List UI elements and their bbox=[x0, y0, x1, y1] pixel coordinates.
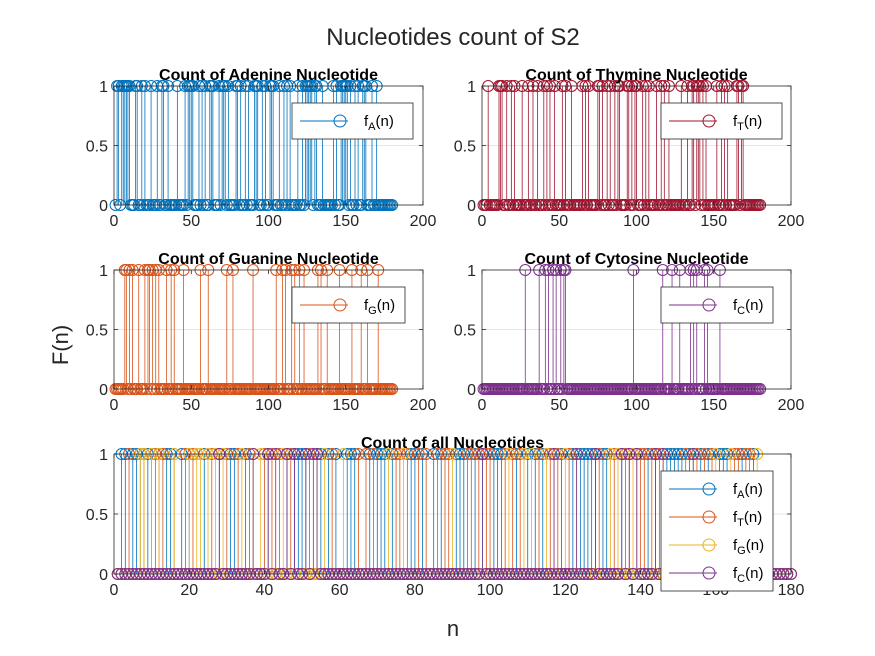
axes-thymine: 0 50 100 150 200 0 0.5 1 Count of Thymine Nucleo… bbox=[454, 67, 805, 230]
legend-item: fG(n) bbox=[300, 297, 395, 317]
x-tick-label: 150 bbox=[332, 397, 359, 414]
legend-marker bbox=[702, 538, 716, 552]
y-tick-label: 1 bbox=[99, 79, 108, 96]
x-tick-label: 50 bbox=[182, 397, 200, 414]
x-tick-label: 200 bbox=[410, 213, 437, 230]
figure-title: Nucleotides count of S2 bbox=[326, 24, 580, 51]
legend-label: fG(n) bbox=[364, 297, 395, 317]
legend-item: fC(n) bbox=[669, 297, 763, 317]
y-tick-label: 0 bbox=[467, 198, 476, 215]
axes-cytosine: 0 50 100 150 200 0 0.5 1 Count of Cytosine Nucle… bbox=[454, 251, 805, 414]
x-tick-label: 100 bbox=[255, 397, 282, 414]
y-tick-label: 0 bbox=[99, 198, 108, 215]
y-tick-label: 0 bbox=[99, 382, 108, 399]
y-tick-label: 0.5 bbox=[86, 139, 108, 156]
legend-label: fA(n) bbox=[733, 481, 763, 501]
x-tick-label: 50 bbox=[182, 213, 200, 230]
legend-item: fT(n) bbox=[669, 113, 762, 133]
axes-title: Count of Thymine Nucleotide bbox=[525, 67, 747, 84]
axes-title: Count of all Nucleotides bbox=[361, 435, 544, 452]
legend: fC(n) bbox=[660, 286, 774, 324]
legend-marker bbox=[333, 298, 347, 312]
axes-guanine: 0 50 100 150 200 0 0.5 1 Count of Guanine Nucleo… bbox=[86, 251, 437, 414]
axes-title: Count of Cytosine Nucleotide bbox=[525, 251, 749, 268]
y-tick-label: 1 bbox=[99, 263, 108, 280]
x-tick-label: 0 bbox=[110, 582, 119, 599]
x-tick-label: 200 bbox=[778, 213, 805, 230]
legend-label: fG(n) bbox=[733, 537, 764, 557]
y-tick-label: 0 bbox=[99, 567, 108, 584]
x-tick-label: 100 bbox=[255, 213, 282, 230]
x-tick-label: 200 bbox=[410, 397, 437, 414]
x-tick-label: 60 bbox=[331, 582, 349, 599]
x-tick-label: 100 bbox=[623, 213, 650, 230]
x-tick-label: 0 bbox=[478, 397, 487, 414]
x-tick-label: 40 bbox=[256, 582, 274, 599]
x-tick-label: 50 bbox=[550, 397, 568, 414]
x-tick-label: 0 bbox=[478, 213, 487, 230]
legend-marker bbox=[702, 298, 716, 312]
legend-marker bbox=[702, 510, 716, 524]
legend-label: fT(n) bbox=[733, 113, 762, 133]
y-tick-label: 0.5 bbox=[454, 323, 476, 340]
y-tick-label: 0 bbox=[467, 382, 476, 399]
x-tick-label: 50 bbox=[550, 213, 568, 230]
y-tick-label: 1 bbox=[467, 79, 476, 96]
y-tick-label: 0.5 bbox=[86, 507, 108, 524]
y-tick-label: 1 bbox=[467, 263, 476, 280]
x-tick-label: 100 bbox=[477, 582, 504, 599]
legend-item: fA(n) bbox=[669, 481, 763, 501]
x-tick-label: 150 bbox=[700, 397, 727, 414]
legend-label: fC(n) bbox=[733, 565, 763, 585]
y-tick-label: 0.5 bbox=[454, 139, 476, 156]
x-tick-label: 150 bbox=[332, 213, 359, 230]
legend: fA(n) bbox=[291, 102, 414, 140]
x-tick-label: 200 bbox=[778, 397, 805, 414]
x-tick-label: 80 bbox=[406, 582, 424, 599]
legend-label: fT(n) bbox=[733, 509, 762, 529]
legend: fG(n) bbox=[291, 286, 406, 324]
legend-item: fC(n) bbox=[669, 565, 763, 585]
legend: fT(n) bbox=[660, 102, 783, 140]
axes-title: Count of Adenine Nucleotide bbox=[159, 67, 378, 84]
x-tick-label: 120 bbox=[552, 582, 579, 599]
figure-xlabel: n bbox=[447, 616, 459, 641]
x-tick-label: 0 bbox=[110, 213, 119, 230]
y-tick-label: 0.5 bbox=[86, 323, 108, 340]
legend-marker bbox=[702, 566, 716, 580]
axes-title: Count of Guanine Nucleotide bbox=[158, 251, 379, 268]
legend-box bbox=[660, 470, 774, 592]
legend-item: fA(n) bbox=[300, 113, 394, 133]
y-tick-label: 1 bbox=[99, 447, 108, 464]
legend-item: fT(n) bbox=[669, 509, 762, 529]
x-tick-label: 100 bbox=[623, 397, 650, 414]
x-tick-label: 180 bbox=[778, 582, 805, 599]
x-tick-label: 20 bbox=[180, 582, 198, 599]
legend-label: fC(n) bbox=[733, 297, 763, 317]
legend-marker bbox=[702, 114, 716, 128]
x-tick-label: 0 bbox=[110, 397, 119, 414]
series-fA(n) bbox=[109, 80, 399, 211]
legend-marker bbox=[702, 482, 716, 496]
x-tick-label: 140 bbox=[627, 582, 654, 599]
axes-adenine: 0 50 100 150 200 0 0.5 1 Count of Adenine Nucleo… bbox=[86, 67, 437, 230]
legend-label: fA(n) bbox=[364, 113, 394, 133]
legend-marker bbox=[333, 114, 347, 128]
legend: fA(n) fT(n) fG(n) fC(n) bbox=[660, 470, 774, 592]
figure-ylabel: F(n) bbox=[48, 325, 73, 365]
legend-item: fG(n) bbox=[669, 537, 764, 557]
x-tick-label: 150 bbox=[700, 213, 727, 230]
